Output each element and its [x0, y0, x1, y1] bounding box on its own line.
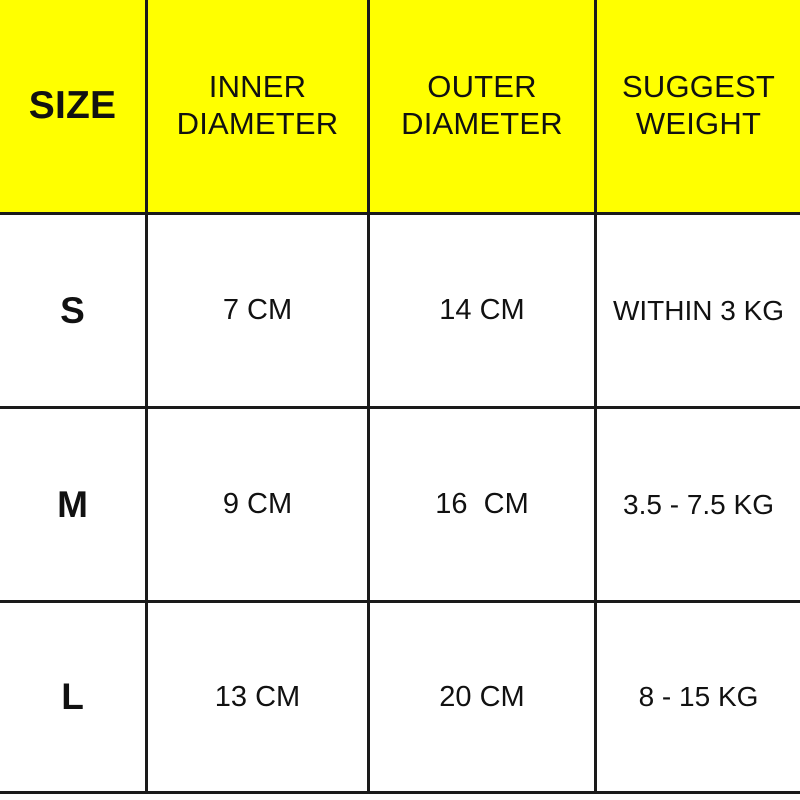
cell-size: M — [57, 483, 88, 525]
cell-inner-diameter: 7 CM — [145, 215, 367, 406]
column-header-size: SIZE — [28, 83, 117, 127]
column-header-outer-diameter-line1: OUTER — [427, 69, 537, 105]
cell-inner-diameter: 13 CM — [145, 603, 367, 791]
cell-size: S — [60, 289, 85, 331]
table-row: L 13 CM 20 CM 8 - 15 KG — [0, 603, 800, 794]
cell-outer-diameter: 20 CM — [367, 603, 594, 791]
table-row: S 7 CM 14 CM WITHIN 3 KG — [0, 215, 800, 409]
cell-suggest-weight: WITHIN 3 KG — [594, 215, 800, 406]
column-header-inner-diameter-line1: INNER — [208, 69, 307, 105]
column-header-outer-diameter-line2: DIAMETER — [401, 106, 563, 141]
table-row: M 9 CM 16 CM 3.5 - 7.5 KG — [0, 409, 800, 603]
cell-outer-diameter: 14 CM — [367, 215, 594, 406]
column-header-outer-diameter: OUTER DIAMETER — [367, 0, 594, 212]
cell-suggest-weight: 3.5 - 7.5 KG — [594, 409, 800, 600]
cell-outer-diameter: 16 CM — [367, 409, 594, 600]
column-header-suggest-weight: SUGGEST WEIGHT — [594, 0, 800, 212]
column-header-suggest-weight-line1: SUGGEST — [622, 69, 775, 105]
cell-suggest-weight: 8 - 15 KG — [594, 603, 800, 791]
cell-size: L — [61, 676, 84, 718]
cell-inner-diameter: 9 CM — [145, 409, 367, 600]
column-header-inner-diameter-line2: DIAMETER — [176, 106, 339, 141]
column-header-inner-diameter: INNER DIAMETER — [145, 0, 367, 212]
column-header-suggest-weight-line2: WEIGHT — [635, 106, 762, 141]
table-header-row: SIZE INNER DIAMETER OUTER DIAMETER SUGGE… — [0, 0, 800, 215]
